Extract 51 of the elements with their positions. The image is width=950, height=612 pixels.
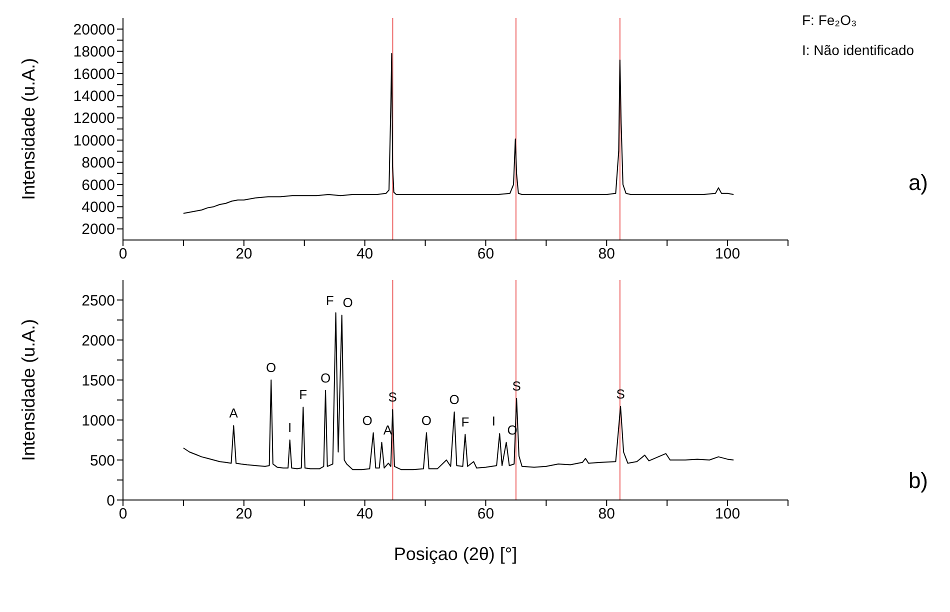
- annotation: I: [288, 420, 292, 435]
- annotation: O: [362, 412, 372, 428]
- annotation: F: [461, 414, 470, 430]
- text: a): [908, 170, 928, 196]
- x-tick-label: 0: [118, 246, 128, 263]
- x-tick-label: 60: [477, 506, 494, 523]
- y-axis-title: Intensidade (u.A.): [18, 318, 38, 462]
- y-tick-label: 16000: [73, 66, 115, 83]
- text: b): [908, 468, 928, 494]
- x-tick-label: 60: [477, 246, 494, 263]
- annotation: O: [449, 392, 460, 407]
- x-tick-label: 40: [356, 246, 374, 263]
- x-tick-label: 100: [715, 506, 740, 523]
- y-tick-label: 8000: [82, 154, 115, 172]
- y-tick-label: 500: [90, 452, 115, 470]
- x-tick-label: 40: [356, 506, 374, 523]
- annotation: S: [388, 390, 398, 405]
- y-tick-label: 10000: [73, 132, 115, 150]
- x-tick-label: 80: [598, 246, 615, 263]
- text: F: Fe₂O₃: [802, 12, 857, 28]
- annotation: S: [616, 386, 626, 402]
- annotation: I: [492, 414, 496, 429]
- x-tick-label: 20: [236, 506, 252, 523]
- y-tick-label: 20000: [73, 21, 115, 38]
- annotation: O: [421, 412, 432, 428]
- annotation: O: [266, 360, 276, 375]
- x-tick-label: 20: [236, 246, 252, 263]
- annotation: O: [320, 370, 331, 386]
- y-tick-label: 6000: [82, 176, 115, 194]
- x-tick-label: 0: [118, 506, 128, 523]
- annotation: F: [299, 387, 308, 402]
- y-tick-label: 2500: [82, 292, 115, 310]
- annotation: O: [342, 295, 353, 310]
- text: I: Não identificado: [802, 42, 914, 58]
- y-tick-label: 4000: [82, 199, 115, 216]
- x-tick-label: 100: [715, 246, 740, 263]
- x-axis-title: Posiçao (2θ) [°]: [394, 544, 518, 564]
- y-tick-label: 2000: [82, 332, 115, 350]
- x-tick-label: 80: [598, 506, 615, 523]
- annotation: F: [326, 292, 334, 308]
- y-tick-label: 12000: [73, 110, 115, 128]
- y-axis-title: Intensidade (u.A.): [18, 58, 38, 200]
- annotation: S: [512, 378, 522, 394]
- y-tick-label: 0: [106, 492, 115, 510]
- y-tick-label: 2000: [82, 221, 115, 238]
- annotation: A: [383, 422, 392, 438]
- annotation: A: [229, 406, 238, 421]
- y-tick-label: 1000: [82, 412, 115, 430]
- y-tick-label: 18000: [73, 44, 115, 61]
- y-tick-label: 14000: [73, 88, 115, 106]
- y-tick-label: 1500: [82, 372, 115, 390]
